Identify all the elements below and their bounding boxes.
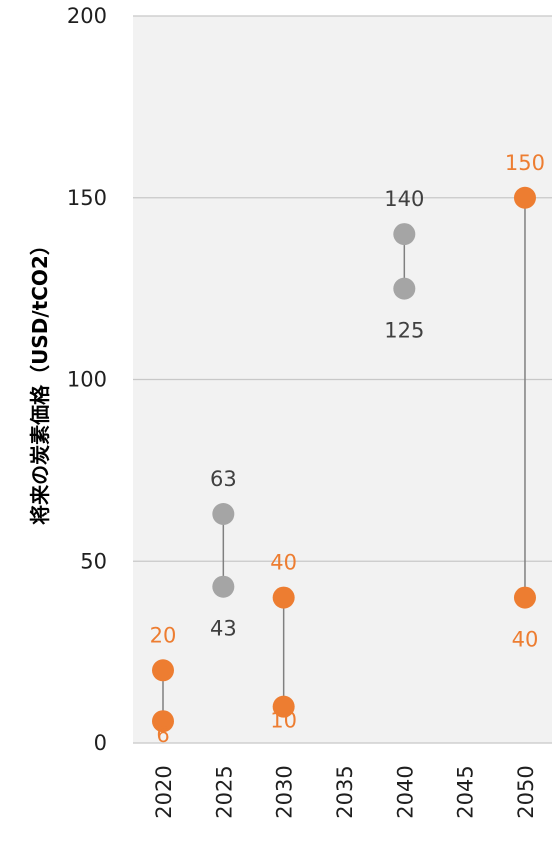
y-tick-label: 100: [67, 368, 107, 392]
high-value-label: 63: [210, 467, 237, 491]
range-marks: 20 6 63 43 40 10 140 125 150 40: [150, 151, 545, 747]
high-point: [393, 223, 416, 246]
x-tick-label: 2035: [333, 765, 357, 818]
low-value-label: 40: [512, 628, 539, 652]
y-tick-label: 150: [67, 186, 107, 210]
gridlines: [133, 15, 552, 744]
high-point: [513, 186, 536, 209]
y-axis-label: 将来の炭素価格（USD/tCO2）: [28, 235, 52, 525]
x-tick-label: 2050: [514, 765, 538, 818]
y-tick-label: 200: [67, 4, 107, 28]
low-point: [272, 695, 295, 718]
low-point: [513, 586, 536, 609]
high-value-label: 140: [384, 187, 424, 211]
y-tick-label: 0: [94, 731, 107, 755]
high-point: [212, 502, 235, 525]
high-point: [152, 659, 174, 682]
x-tick-label: 2030: [273, 765, 297, 818]
low-value-label: 6: [156, 723, 169, 747]
low-point: [212, 575, 235, 598]
low-value-label: 125: [384, 319, 424, 343]
x-tick-label: 2045: [454, 765, 478, 818]
high-value-label: 150: [505, 151, 545, 175]
x-tick-label: 2020: [152, 765, 176, 818]
y-tick-labels: 0 50 100 150 200: [67, 4, 107, 755]
low-point: [393, 277, 416, 300]
high-value-label: 40: [270, 551, 297, 575]
low-value-label: 43: [210, 617, 237, 641]
high-value-label: 20: [150, 623, 177, 647]
x-tick-label: 2040: [393, 765, 417, 818]
high-point: [272, 586, 295, 609]
x-tick-labels: 2020 2025 2030 2035 2040 2045 2050: [152, 765, 538, 818]
y-tick-label: 50: [80, 549, 107, 573]
low-value-label: 10: [270, 709, 297, 733]
x-tick-label: 2025: [212, 765, 236, 818]
low-point: [152, 710, 174, 733]
